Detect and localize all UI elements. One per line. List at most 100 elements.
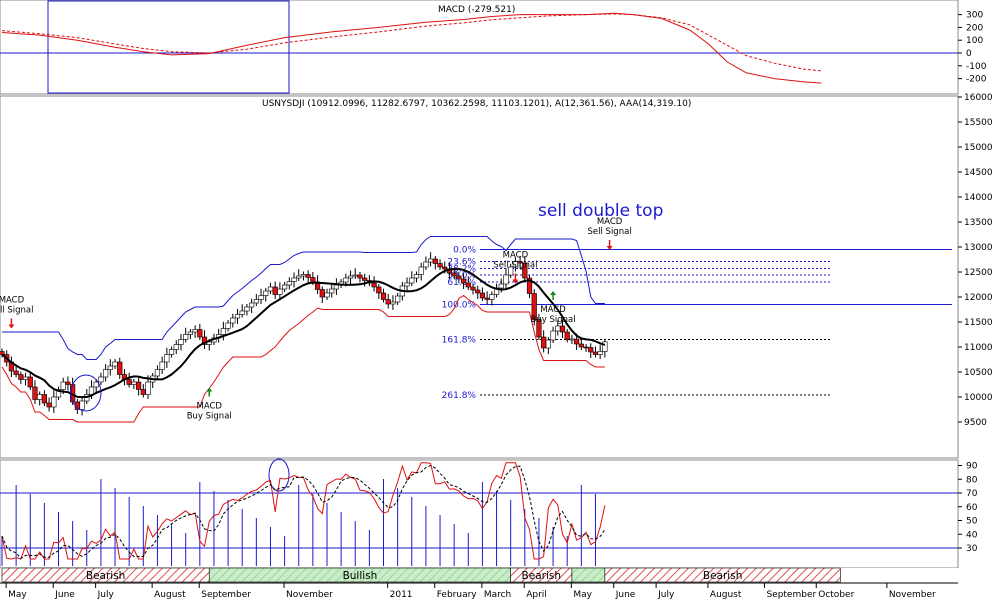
candle-down: [385, 299, 391, 305]
rsi-tick-label: 50: [966, 517, 978, 527]
annotation-sell-double-top: sell double top: [538, 201, 663, 221]
candle-up: [79, 400, 85, 410]
phase-segment: [604, 567, 841, 583]
candle-up: [418, 266, 424, 275]
candle-down: [272, 286, 278, 295]
candle-down: [437, 263, 443, 268]
macd-tick-label: 100: [966, 36, 983, 46]
candle-up: [230, 317, 236, 324]
x-tick-label: June: [54, 590, 75, 599]
candle-up: [498, 283, 504, 289]
rsi-tick-label: 60: [966, 503, 978, 513]
x-tick-label: May: [573, 590, 592, 599]
candle-down: [65, 381, 71, 385]
fib-label: 0.0%: [453, 246, 476, 256]
x-tick-label: September: [766, 590, 816, 599]
macd-tick-label: 300: [966, 11, 983, 21]
candle-down: [432, 258, 438, 264]
candle-up: [88, 386, 95, 395]
candle-up: [103, 369, 109, 378]
candle-up: [512, 261, 518, 268]
x-tick-label: August: [710, 590, 742, 599]
candle-up: [192, 329, 198, 333]
candle-up: [286, 281, 292, 286]
candle-up: [404, 282, 410, 287]
candle-up: [545, 339, 551, 349]
candle-down: [451, 272, 457, 277]
candle-up: [183, 334, 189, 340]
candle-up: [347, 275, 354, 279]
rsi-tick-label: 30: [966, 544, 978, 554]
candle-up: [51, 396, 57, 408]
x-tick-label: June: [615, 590, 636, 599]
candle-up: [281, 284, 288, 290]
candle-up: [343, 277, 349, 283]
candle-down: [475, 289, 481, 294]
candle-down: [197, 329, 203, 338]
candle-down: [465, 282, 471, 288]
candle-up: [239, 310, 245, 315]
candle-down: [536, 319, 542, 338]
signal-label: Sell Signal: [493, 261, 537, 271]
candle-up: [107, 365, 113, 370]
candle-down: [376, 286, 382, 294]
x-tick-label: April: [526, 590, 547, 599]
candle-up: [164, 354, 170, 363]
candle-up: [428, 258, 434, 263]
candle-down: [460, 278, 467, 284]
price-tick-label: 10500: [964, 368, 993, 378]
price-tick-label: 16000: [964, 93, 993, 103]
candle-down: [41, 394, 47, 404]
candle-up: [37, 394, 43, 400]
price-tick-label: 12500: [964, 268, 993, 278]
price-tick-label: 10000: [964, 393, 993, 403]
fib-label: 261.8%: [442, 391, 477, 401]
candle-down: [27, 376, 33, 388]
candle-down: [380, 292, 387, 300]
macd-panel: [0, 0, 959, 95]
x-axis-labels: May June July August September November 2011 Fe…: [0, 582, 958, 599]
candle-down: [371, 282, 377, 288]
macd-tick-label: -200: [966, 75, 987, 85]
candle-up: [178, 339, 184, 345]
rsi-tick-label: 80: [966, 475, 978, 485]
phase-label: Bearish: [522, 570, 561, 582]
x-tick-label: August: [154, 590, 186, 599]
signal-label: MACD: [196, 402, 222, 412]
candle-down: [442, 266, 448, 270]
candle-up: [187, 331, 194, 335]
rsi-tick-label: 70: [966, 489, 978, 499]
signal-label: Sell Signal: [588, 227, 632, 237]
rsi-signal-line: [1, 464, 606, 560]
price-tick-label: 12000: [964, 293, 993, 303]
candle-up: [249, 302, 255, 308]
candle-down: [18, 374, 24, 380]
sell-arrowhead: [606, 246, 613, 250]
price-tick-label: 11500: [964, 318, 993, 328]
candle-down: [541, 336, 547, 349]
candle-down: [559, 325, 566, 333]
rsi-highlight-circle: [268, 458, 290, 492]
macd-tick-label: 0: [966, 49, 972, 59]
upper-envelope: [2, 236, 605, 360]
candle-down: [319, 289, 325, 298]
candle-up: [154, 369, 161, 377]
candle-up: [390, 301, 396, 305]
price-tick-label: 9500: [964, 418, 987, 428]
phase-label: Bullish: [343, 570, 378, 582]
candle-up: [112, 361, 118, 367]
price-tick-label: 15500: [964, 118, 993, 128]
candle-down: [305, 274, 311, 278]
fib-label: 100.0%: [442, 301, 477, 311]
candle-down: [126, 379, 132, 385]
candle-up: [98, 376, 104, 383]
candle-down: [522, 262, 528, 279]
x-tick-label: July: [657, 590, 675, 599]
candle-down: [32, 386, 38, 400]
candle-down: [564, 331, 570, 340]
candle-up: [277, 288, 283, 295]
moving-average: [1, 267, 606, 398]
candle-up: [423, 261, 429, 268]
macd-axis: 300 200 100 0 -100 -200: [958, 11, 987, 85]
